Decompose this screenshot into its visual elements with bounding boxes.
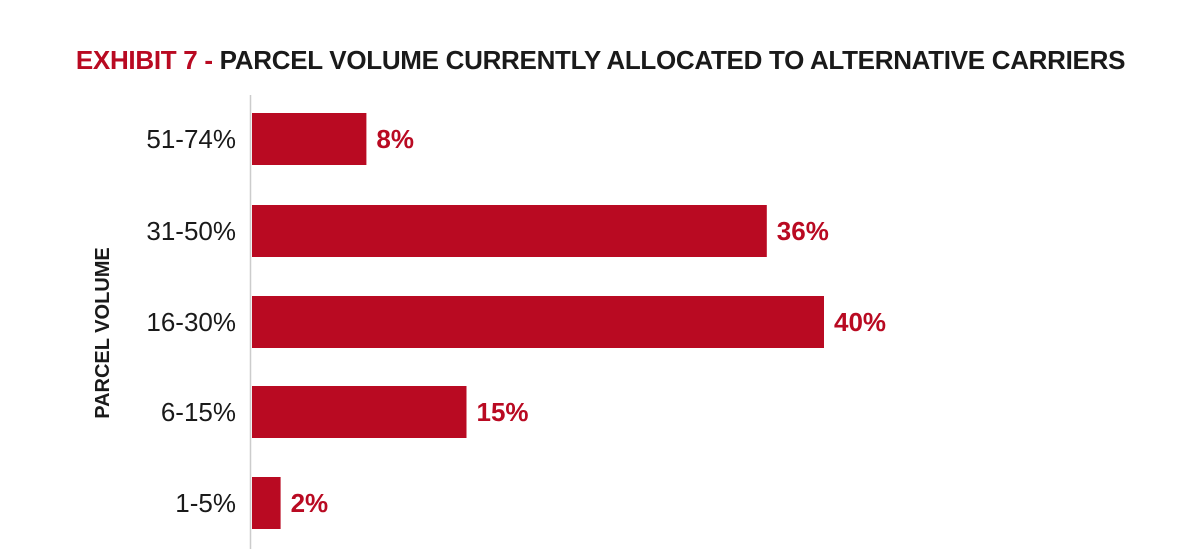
category-label: 6-15% (161, 397, 236, 427)
value-label: 40% (834, 307, 886, 337)
y-axis-title: PARCEL VOLUME (92, 247, 114, 419)
value-label: 36% (777, 216, 829, 246)
bar-51-74% (252, 113, 367, 165)
bar-6-15% (252, 386, 467, 438)
chart-title-text: PARCEL VOLUME CURRENTLY ALLOCATED TO ALT… (219, 45, 1126, 75)
bar-1-5% (252, 477, 281, 529)
bar-16-30% (252, 296, 824, 348)
chart-title: EXHIBIT 7 - PARCEL VOLUME CURRENTLY ALLO… (0, 43, 1201, 77)
value-label: 15% (477, 397, 529, 427)
category-label: 16-30% (146, 307, 236, 337)
category-label: 51-74% (146, 124, 236, 154)
value-label: 8% (376, 124, 414, 154)
value-label: 2% (291, 488, 329, 518)
exhibit-label: EXHIBIT 7 - (75, 45, 213, 75)
category-label: 31-50% (146, 216, 236, 246)
bar-31-50% (252, 205, 767, 257)
bar-group: 51-74% 8% 31-50% 36% 16-30% 40% 6-15% 15% 1-5% 2% (146, 113, 886, 529)
category-label: 1-5% (175, 488, 236, 518)
